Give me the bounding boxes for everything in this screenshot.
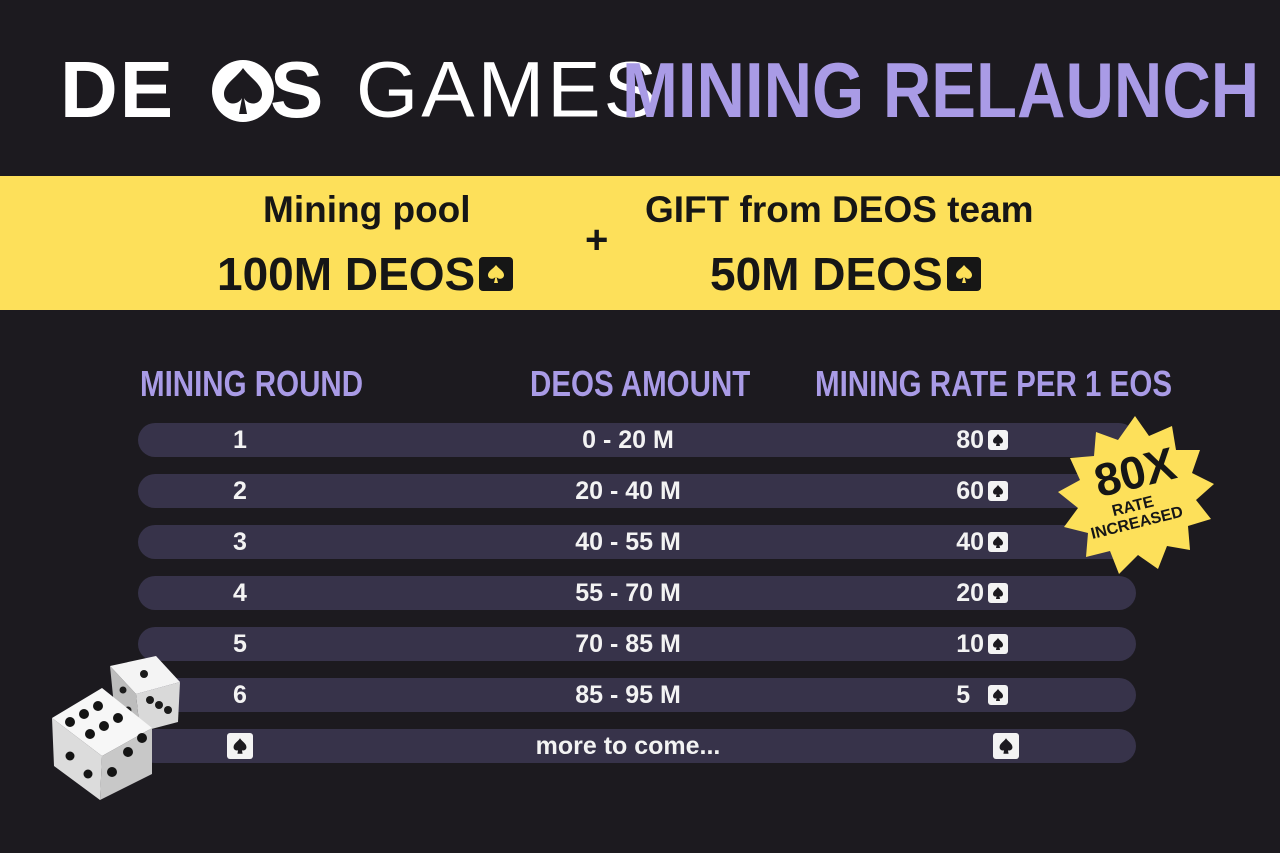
dice-icon bbox=[52, 656, 180, 800]
amount-cell: 85 - 95 M bbox=[575, 681, 681, 709]
brand-logo-s: S bbox=[270, 45, 324, 134]
spade-icon bbox=[988, 430, 1008, 450]
starburst-shape bbox=[1058, 416, 1214, 574]
rate-increased-badge: 80X RATE INCREASED bbox=[1048, 412, 1222, 580]
amount-cell: 0 - 20 M bbox=[582, 426, 674, 454]
spade-icon bbox=[988, 481, 1008, 501]
table-row-final: more to come... bbox=[138, 729, 1136, 763]
spade-icon bbox=[988, 532, 1008, 552]
rate-cell: 20 bbox=[928, 576, 1008, 610]
round-cell: 5 bbox=[233, 630, 247, 658]
amount-cell: 70 - 85 M bbox=[575, 630, 681, 658]
reward-band: Mining pool 100M DEOS + GIFT from DEOS t… bbox=[0, 176, 1280, 310]
rate-cell bbox=[990, 729, 1022, 763]
spade-icon bbox=[988, 685, 1008, 705]
round-cell: 4 bbox=[233, 579, 247, 607]
more-to-come-text: more to come... bbox=[535, 732, 721, 760]
spade-icon bbox=[946, 257, 981, 291]
gift-amount: 50M DEOS bbox=[710, 248, 981, 300]
amount-cell: 40 - 55 M bbox=[575, 528, 681, 556]
spade-icon bbox=[227, 733, 253, 759]
mining-pool-amount-text: 100M DEOS bbox=[217, 248, 476, 300]
table-row: 1 0 - 20 M 80 bbox=[138, 423, 1136, 457]
round-cell: 3 bbox=[233, 528, 247, 556]
rate-cell: 10 bbox=[928, 627, 1008, 661]
amount-cell: 55 - 70 M bbox=[575, 579, 681, 607]
spade-icon bbox=[212, 60, 274, 122]
rate-cell: 80 bbox=[928, 423, 1008, 457]
rate-value: 80 bbox=[956, 426, 984, 454]
page-title: MINING RELAUNCH bbox=[622, 46, 1260, 134]
brand-logo-games: GAMES bbox=[356, 45, 660, 134]
rate-cell: 60 bbox=[928, 474, 1008, 508]
column-header-amount: DEOS AMOUNT bbox=[530, 363, 751, 404]
gift-label: GIFT from DEOS team bbox=[645, 189, 1034, 230]
round-cell bbox=[218, 729, 262, 763]
table-row: 4 55 - 70 M 20 bbox=[138, 576, 1136, 610]
rate-value: 10 bbox=[956, 630, 984, 658]
round-cell: 2 bbox=[233, 477, 247, 505]
spade-icon bbox=[988, 583, 1008, 603]
table-row: 2 20 - 40 M 60 bbox=[138, 474, 1136, 508]
spade-icon bbox=[479, 257, 514, 291]
column-header-round: MINING ROUND bbox=[140, 363, 364, 404]
brand-logo-de: DE bbox=[60, 45, 176, 134]
round-cell: 6 bbox=[233, 681, 247, 709]
table-row: 6 85 - 95 M 5 bbox=[138, 678, 1136, 712]
spade-icon bbox=[988, 634, 1008, 654]
gift-amount-text: 50M DEOS bbox=[710, 248, 943, 300]
round-cell: 1 bbox=[233, 426, 247, 454]
column-header-rate: MINING RATE PER 1 EOS bbox=[815, 363, 1173, 404]
mining-pool-label: Mining pool bbox=[263, 189, 471, 230]
amount-cell: 20 - 40 M bbox=[575, 477, 681, 505]
mining-pool-amount: 100M DEOS bbox=[217, 248, 514, 300]
rate-value: 20 bbox=[956, 579, 984, 607]
rate-value: 40 bbox=[956, 528, 984, 556]
table-row: 3 40 - 55 M 40 bbox=[138, 525, 1136, 559]
rate-value: 5 bbox=[956, 681, 971, 709]
header: DE S GAMES MINING RELAUNCH bbox=[60, 45, 1259, 134]
rate-cell: 40 bbox=[928, 525, 1008, 559]
rate-cell: 5 bbox=[928, 678, 1008, 712]
table-row: 5 70 - 85 M 10 bbox=[138, 627, 1136, 661]
rate-value: 60 bbox=[956, 477, 984, 505]
spade-icon bbox=[993, 733, 1019, 759]
plus-sign: + bbox=[585, 218, 609, 262]
